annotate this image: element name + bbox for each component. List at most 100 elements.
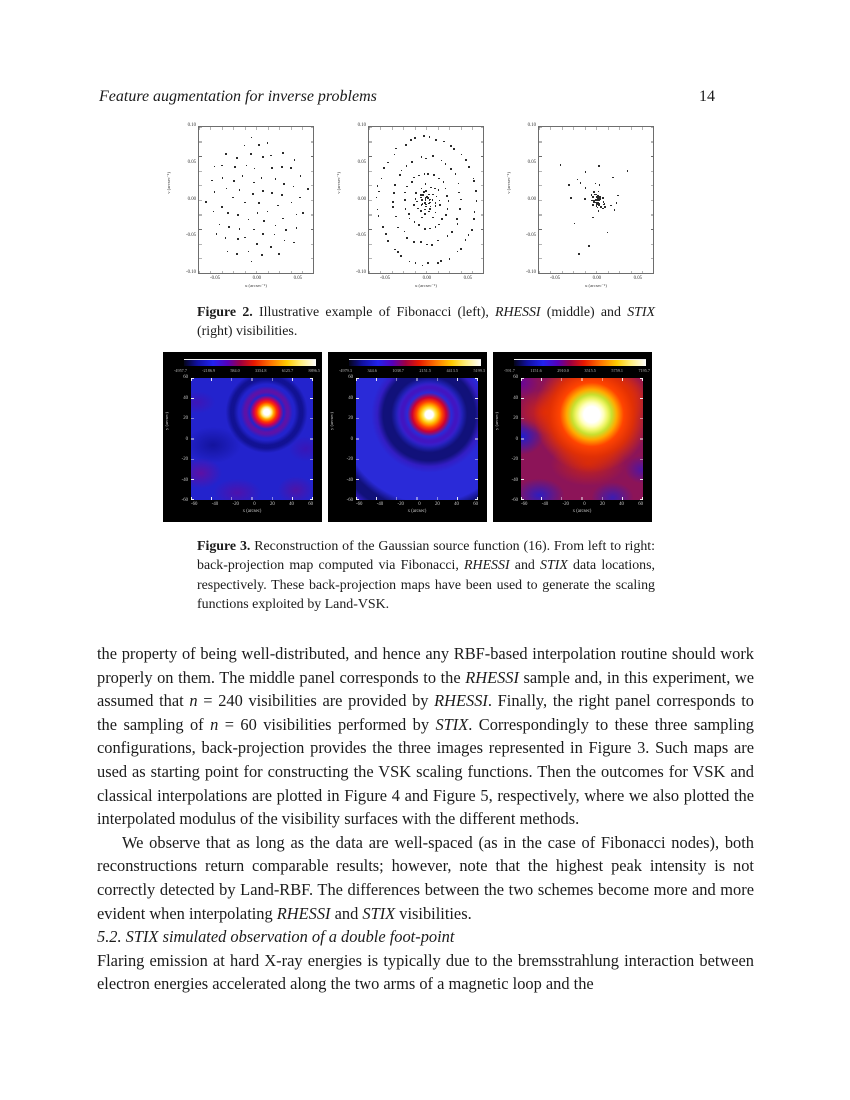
visibility-point — [235, 157, 238, 160]
y-tick-labels: 0.10 0.05 0.00 -0.05 -0.10 — [356, 123, 366, 275]
visibility-point — [460, 198, 462, 201]
visibility-point — [392, 206, 394, 209]
visibility-point — [420, 187, 423, 190]
visibility-point — [232, 196, 234, 199]
scatter-plot — [198, 126, 314, 274]
tick-marks — [521, 378, 643, 381]
visibility-point — [475, 190, 477, 193]
tick-marks — [199, 270, 313, 273]
visibility-point — [218, 223, 221, 226]
map-panel-stix: -591.7 1151.6 2910.0 3515.5 5759.1 7195.7 y (… — [493, 352, 652, 522]
visibility-point — [253, 167, 256, 170]
scatter-panel-fibonacci: v (arcsec⁻¹) 0.10 0.05 0.00 -0.05 -0.10 -0.0… — [166, 123, 318, 296]
visibility-point — [626, 170, 629, 172]
tick-marks — [650, 127, 653, 273]
x-tick-labels: -60 -40 -20 0 20 40 60 — [191, 502, 313, 507]
visibility-point — [236, 253, 238, 255]
visibility-point — [421, 203, 424, 205]
visibility-point — [253, 228, 255, 231]
tick-marks — [369, 270, 483, 273]
visibility-point — [241, 175, 244, 177]
visibility-point — [413, 176, 415, 179]
visibility-point — [266, 210, 269, 213]
visibility-point — [433, 174, 435, 176]
visibility-point — [386, 161, 389, 164]
visibility-point — [428, 210, 430, 213]
body-paragraph-1: the property of being well-distributed, … — [97, 644, 754, 829]
scatter-plot — [538, 126, 654, 274]
visibility-point — [274, 224, 277, 227]
visibility-point — [387, 240, 389, 242]
visibility-point — [453, 148, 455, 150]
visibility-point — [440, 159, 443, 162]
visibility-point — [405, 165, 408, 167]
visibility-point — [467, 234, 470, 236]
section-heading: 5.2. STIX simulated observation of a dou… — [97, 927, 455, 947]
visibility-point — [429, 205, 432, 208]
visibility-point — [378, 190, 380, 193]
visibility-point — [604, 205, 606, 208]
visibility-point — [221, 164, 223, 167]
colorbar-tick-labels: -4979.3 344.6 1038.7 2151.5 4413.5 5199.3 — [339, 368, 485, 373]
visibility-point — [418, 224, 420, 226]
visibility-point — [593, 191, 595, 193]
visibility-point — [432, 193, 434, 196]
visibility-point — [434, 226, 437, 228]
visibility-point — [270, 154, 272, 157]
visibility-point — [451, 231, 454, 233]
x-axis-label: u (arcsec⁻¹) — [245, 283, 267, 288]
visibility-point — [293, 241, 295, 244]
visibility-point — [244, 201, 246, 204]
y-axis-label: y (arcsec) — [329, 412, 334, 430]
visibility-point — [290, 201, 293, 204]
tick-marks — [191, 378, 313, 381]
visibility-point — [434, 187, 436, 190]
x-axis-label: x (arcsec) — [242, 509, 262, 514]
visibility-point — [274, 178, 277, 181]
visibility-point — [256, 242, 259, 245]
visibility-point — [424, 213, 426, 215]
visibility-point — [238, 227, 241, 230]
visibility-point — [427, 196, 429, 199]
visibility-point — [427, 173, 429, 175]
figure3-backprojection-maps: -4957.7 -2186.9 584.0 3354.8 6125.7 8896.5 y … — [163, 352, 652, 522]
visibility-point — [431, 198, 434, 201]
visibility-point — [424, 228, 426, 230]
page-number: 14 — [699, 88, 715, 105]
colorbar — [349, 359, 481, 366]
tick-marks — [369, 127, 483, 130]
visibility-point — [596, 202, 598, 205]
tick-marks — [475, 378, 478, 500]
x-tick-labels: -60 -40 -20 0 20 40 60 — [521, 502, 643, 507]
visibility-point — [397, 226, 399, 229]
y-tick-labels: 60 40 20 0 -20 -40 -60 — [511, 375, 518, 503]
visibility-point — [394, 248, 397, 251]
visibility-point — [228, 226, 230, 228]
visibility-point — [428, 202, 430, 205]
visibility-point — [473, 211, 476, 213]
visibility-point — [598, 164, 601, 167]
visibility-point — [595, 193, 597, 196]
visibility-point — [435, 139, 437, 141]
visibility-point — [400, 255, 403, 258]
colorbar-tick-labels: -591.7 1151.6 2910.0 3515.5 5759.1 7195.7 — [504, 368, 650, 373]
visibility-point — [262, 156, 264, 158]
visibility-point — [594, 199, 597, 202]
visibility-point — [590, 193, 593, 196]
visibility-point — [576, 178, 579, 181]
visibility-point — [431, 216, 434, 219]
visibility-point — [425, 243, 428, 246]
visibility-point — [596, 197, 599, 200]
visibility-point — [393, 153, 396, 156]
visibility-point — [295, 213, 298, 216]
visibility-point — [404, 207, 407, 210]
visibility-point — [424, 198, 427, 201]
visibility-point — [382, 226, 384, 228]
visibility-point — [615, 202, 618, 204]
tick-marks — [539, 127, 653, 130]
visibility-point — [424, 201, 426, 204]
visibility-point — [426, 195, 428, 198]
visibility-point — [594, 182, 597, 185]
visibility-point — [263, 220, 265, 222]
visibility-point — [380, 177, 383, 180]
